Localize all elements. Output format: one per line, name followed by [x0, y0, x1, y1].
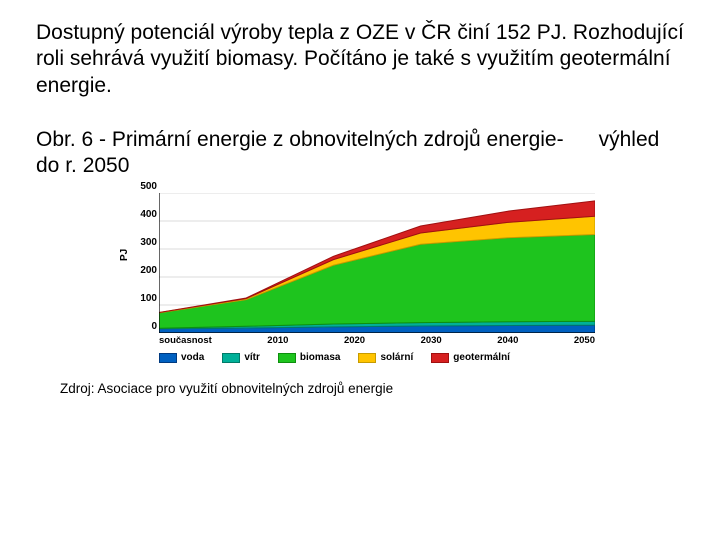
legend-item-voda: voda: [159, 352, 204, 363]
plot-svg: [159, 193, 595, 333]
legend-item-geotermalni: geotermální: [431, 352, 510, 363]
x-tick: 2040: [497, 335, 518, 346]
y-tick: 400: [129, 209, 157, 220]
legend-label: vítr: [244, 352, 260, 363]
intro-paragraph: Dostupný potenciál výroby tepla z OZE v …: [36, 20, 684, 99]
legend-item-vitr: vítr: [222, 352, 260, 363]
swatch-icon: [159, 353, 177, 363]
legend: voda vítr biomasa solární geotermální: [159, 352, 595, 363]
y-tick: 200: [129, 265, 157, 276]
y-tick: 300: [129, 237, 157, 248]
legend-label: solární: [380, 352, 413, 363]
legend-label: geotermální: [453, 352, 510, 363]
area-chart: PJ 0100200300400500 současnost2010202020…: [125, 193, 595, 363]
y-tick: 500: [129, 181, 157, 192]
plot-frame: 0100200300400500: [159, 193, 595, 333]
legend-label: biomasa: [300, 352, 341, 363]
figure-caption: Obr. 6 - Primární energie z obnovitelnýc…: [36, 127, 684, 180]
source-line: Zdroj: Asociace pro využití obnovitelnýc…: [60, 381, 684, 396]
y-tick: 0: [129, 321, 157, 332]
x-tick: 2010: [267, 335, 288, 346]
x-tick: 2020: [344, 335, 365, 346]
legend-item-biomasa: biomasa: [278, 352, 341, 363]
swatch-icon: [222, 353, 240, 363]
legend-item-solarni: solární: [358, 352, 413, 363]
legend-label: voda: [181, 352, 204, 363]
swatch-icon: [278, 353, 296, 363]
y-ticks: 0100200300400500: [129, 187, 157, 327]
x-tick: 2050: [574, 335, 595, 346]
swatch-icon: [431, 353, 449, 363]
swatch-icon: [358, 353, 376, 363]
x-tick: současnost: [159, 335, 212, 346]
x-ticks: současnost 2010 2020 2030 2040 2050: [159, 335, 595, 346]
x-tick: 2030: [421, 335, 442, 346]
y-tick: 100: [129, 293, 157, 304]
